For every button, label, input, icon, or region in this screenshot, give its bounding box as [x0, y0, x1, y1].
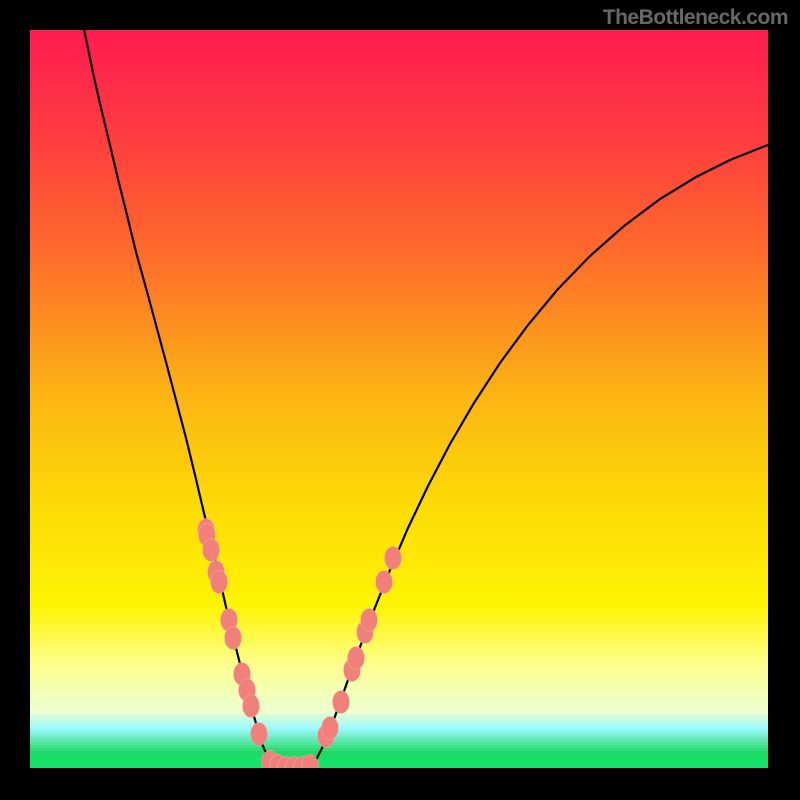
- right-curve: [308, 145, 768, 768]
- marker-right: [361, 609, 378, 632]
- marker-left: [225, 627, 242, 650]
- marker-right: [376, 571, 393, 594]
- plot-area: [30, 30, 768, 768]
- marker-bottom: [302, 755, 319, 769]
- marker-right: [348, 647, 365, 670]
- left-curve: [84, 30, 278, 768]
- marker-right: [333, 691, 350, 714]
- chart-container: TheBottleneck.com: [0, 0, 800, 800]
- marker-left: [243, 695, 260, 718]
- marker-right: [322, 717, 339, 740]
- watermark-text: TheBottleneck.com: [603, 6, 788, 30]
- curve-overlay: [30, 30, 768, 768]
- marker-left: [211, 571, 228, 594]
- marker-right: [385, 547, 402, 570]
- marker-left: [251, 723, 268, 746]
- marker-left: [203, 539, 220, 562]
